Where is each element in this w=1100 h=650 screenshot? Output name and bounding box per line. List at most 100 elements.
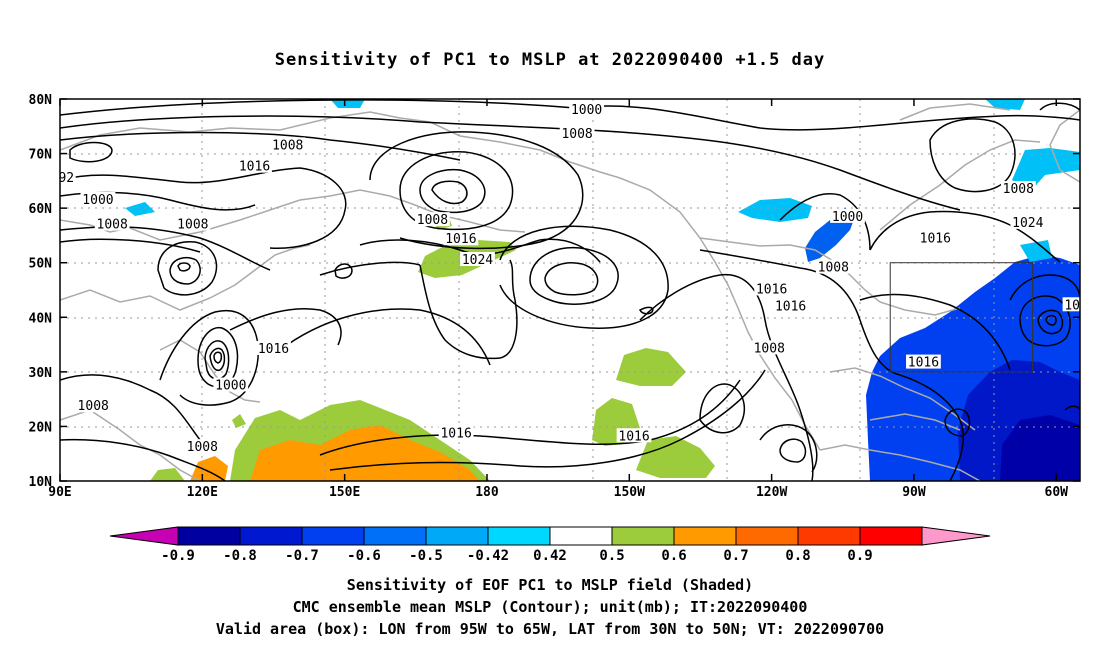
contour-label: 1024: [462, 253, 493, 268]
lat-tick-label: 10N: [29, 475, 53, 490]
contour-label-bg: [1000, 181, 1036, 196]
lon-tick-label: 120W: [756, 485, 787, 500]
contour-label: 1008: [272, 138, 303, 153]
colorbar-swatch: [301, 526, 365, 546]
lon-tick-label: 120E: [187, 485, 218, 500]
colorbar-label: -0.6: [347, 548, 381, 564]
contour-label: 1008: [78, 399, 109, 414]
colorbar-under-arrow: [109, 526, 179, 546]
contour-label-bg: [906, 354, 941, 369]
colorbar-label: -0.8: [223, 548, 257, 564]
valid-area-box: [889, 262, 1034, 373]
contour-label-bg: [94, 216, 130, 231]
colorbar-swatch: [487, 526, 551, 546]
contour-label: 1008: [818, 261, 849, 276]
caption-line-3: Valid area (box): LON from 95W to 65W, L…: [215, 620, 885, 638]
contour-label: 1008: [177, 218, 208, 233]
colorbar-over-arrow: [921, 526, 991, 546]
colorbar-label: 0.9: [847, 548, 872, 564]
lon-tick-label: 150W: [614, 485, 645, 500]
contour-label-bg: [80, 191, 116, 206]
contour-label-bg: [559, 125, 595, 140]
contour-label: 1008: [754, 341, 785, 356]
colorbar-swatch: [239, 526, 303, 546]
lat-tick-label: 70N: [29, 148, 53, 163]
contour-label-bg: [751, 340, 787, 355]
contour-label-bg: [256, 340, 291, 355]
plot-frame: [59, 98, 1081, 482]
lat-tick-label: 50N: [29, 257, 53, 272]
contour-label: 1016: [756, 282, 787, 297]
contour-label-bg: [616, 428, 652, 443]
colorbar-label: 0.7: [723, 548, 748, 564]
colorbar-swatch: [673, 526, 737, 546]
colorbar-swatch: [735, 526, 799, 546]
contour-label: 1000: [215, 379, 246, 394]
lat-tick-label: 30N: [29, 366, 53, 381]
contour-label: 1008: [417, 213, 448, 228]
contour-label-bg: [75, 398, 111, 413]
lat-tick-label: 60N: [29, 202, 53, 217]
contour-label-bg: [237, 158, 272, 173]
contour-label: 1024: [1012, 216, 1043, 231]
shade-cyan-labrador: [738, 198, 812, 222]
contour-label: 1008: [561, 127, 592, 142]
shade-cyan-arctic2: [985, 99, 1025, 110]
gridlines: [60, 99, 1080, 481]
colorbar-swatch: [611, 526, 675, 546]
contour-label-bg: [415, 212, 450, 227]
contour-label-bg: [569, 101, 605, 116]
lat-tick-label: 80N: [29, 93, 53, 108]
contour-label-bg: [1062, 297, 1080, 312]
contour-label: 1008: [97, 218, 128, 233]
contour-label: 1000: [571, 103, 602, 118]
colorbar-label: -0.9: [161, 548, 195, 564]
contour-label-bg: [184, 439, 220, 454]
colorbar-label: -0.42: [467, 548, 509, 564]
contour-label-bg: [460, 251, 495, 266]
contour-label-bg: [830, 208, 865, 223]
contour-label: 1000: [82, 193, 113, 208]
contour-label: 1016: [1064, 298, 1095, 313]
contour-label-bg: [443, 231, 479, 246]
shade-green-small2: [232, 414, 246, 428]
contour-label: 1008: [187, 440, 218, 455]
contour-label-bg: [270, 137, 306, 152]
lon-tick-label: 90E: [48, 485, 71, 500]
axis-ticks: [59, 98, 1080, 482]
colorbar-swatch: [177, 526, 241, 546]
colorbar-swatch: [797, 526, 861, 546]
contour-label-bg: [917, 230, 953, 245]
contour-label: 1000: [832, 210, 863, 225]
caption-line-1: Sensitivity of EOF PC1 to MSLP field (Sh…: [346, 576, 754, 594]
contour-label: 1016: [258, 342, 289, 357]
shade-cyan-east: [1020, 240, 1052, 262]
contour-label-bg: [175, 216, 211, 231]
contour-label: 1016: [908, 356, 939, 371]
shade-orange-west: [190, 456, 228, 481]
contour-label: 1016: [775, 299, 806, 314]
contour-label-bg: [1010, 214, 1046, 229]
shade-orange-pacific: [250, 425, 480, 481]
shade-cyan-greenland: [1012, 148, 1080, 192]
contour-label: 1016: [239, 160, 270, 175]
lat-tick-label: 20N: [29, 420, 53, 435]
colorbar-swatch: [425, 526, 489, 546]
contour-label: 1016: [920, 232, 951, 247]
map-title: Sensitivity of PC1 to MSLP at 2022090400…: [274, 50, 826, 70]
colorbar-label: 0.6: [661, 548, 686, 564]
lon-tick-label: 180: [475, 485, 499, 500]
contour-label: 1008: [1003, 182, 1034, 197]
colorbar-label: -0.5: [409, 548, 443, 564]
lon-tick-label: 150E: [329, 485, 360, 500]
contour-label-bg: [60, 170, 76, 185]
caption-line-2: CMC ensemble mean MSLP (Contour); unit(m…: [292, 598, 808, 616]
colorbar-label: -0.7: [285, 548, 319, 564]
contour-label-bg: [773, 298, 809, 313]
colorbar-label: 0.42: [533, 548, 567, 564]
colorbar-swatch: [549, 526, 613, 546]
contour-label: 1016: [445, 232, 476, 247]
contour-label: 992: [51, 171, 74, 186]
